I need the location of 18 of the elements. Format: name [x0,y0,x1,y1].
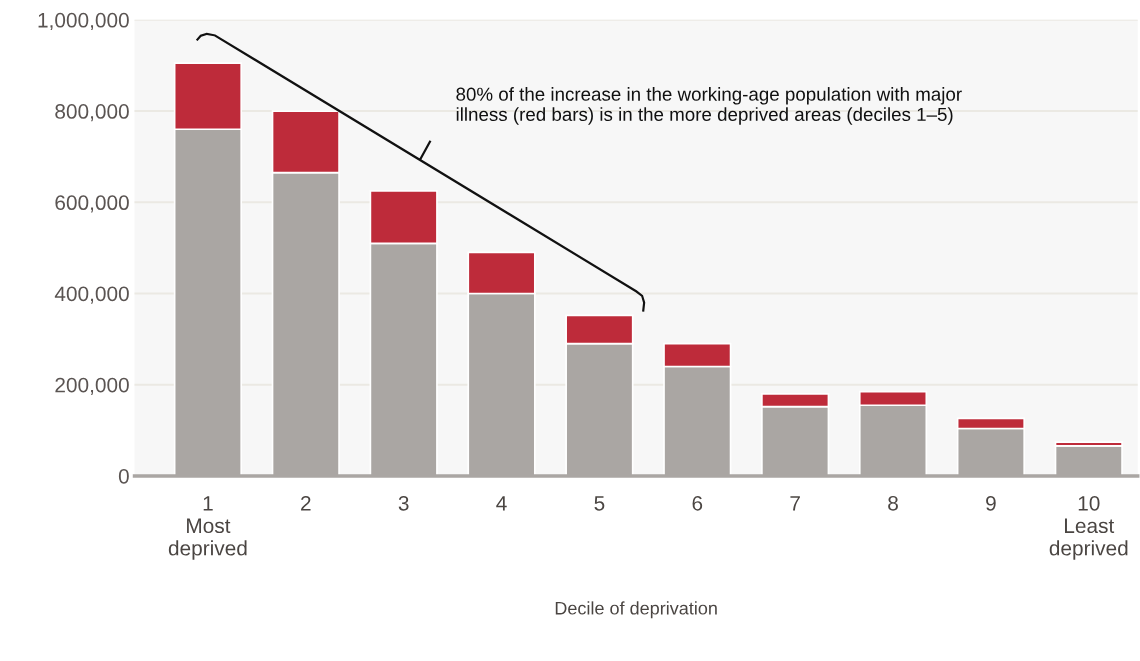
x-tick-label: 5 [594,496,605,511]
x-tick-label: 1 Most deprived [168,496,247,560]
x-tick-label: 4 [496,496,507,511]
y-tick-label: 1,000,000 [38,12,129,31]
x-tick-label: 9 [986,495,996,511]
y-tick-label: 200,000 [55,377,129,395]
y-tick-label: 800,000 [55,104,129,122]
x-axis-title: Decile of deprivation [555,601,717,619]
x-tick-label: 2 [301,495,311,511]
x-tick-label: 8 [888,495,898,511]
x-tick-label: 6 [692,495,703,511]
x-tick-label: 3 [398,495,409,511]
y-tick-label: 600,000 [55,195,129,213]
y-tick-label: 0 [118,468,129,484]
x-tick-label: 10 Least deprived [1049,495,1128,560]
annotation: 80% of the increase in the working-age population with major illness (red bars) is in the more deprived areas (deciles 1–5) [456,87,962,125]
y-tick-label: 400,000 [54,286,129,304]
x-tick-label: 7 [790,496,800,511]
